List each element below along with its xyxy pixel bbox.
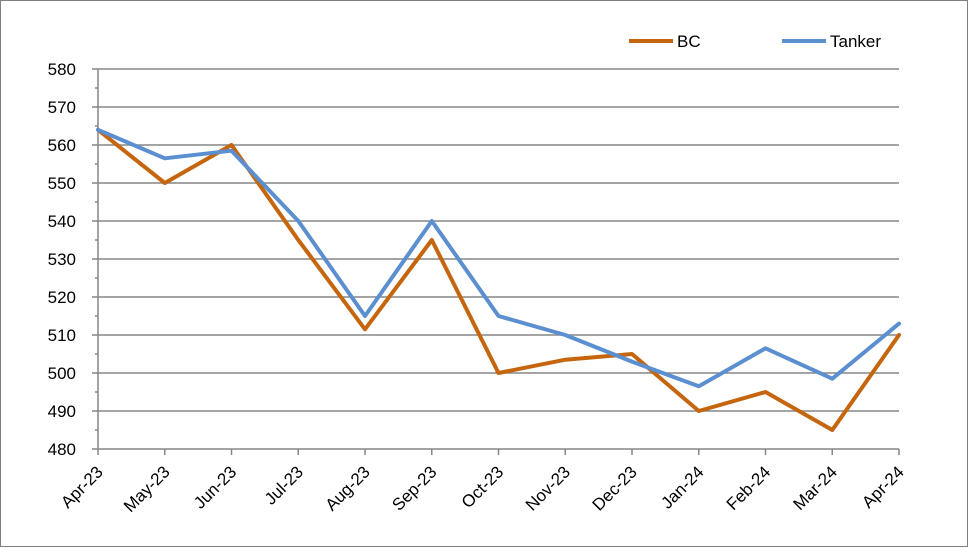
x-tick-label: May-23 [120, 462, 174, 516]
y-tick-label: 540 [48, 212, 76, 231]
x-tick-label: Jul-23 [261, 462, 307, 508]
x-tick-label: Aug-23 [322, 462, 374, 514]
y-tick-label: 560 [48, 136, 76, 155]
y-tick-label: 500 [48, 364, 76, 383]
x-tick-label: Jan-24 [657, 462, 707, 512]
y-tick-label: 480 [48, 440, 76, 459]
series-lines [96, 127, 901, 432]
legend: BC Tanker [629, 32, 881, 51]
x-tick-label: Jun-23 [190, 462, 240, 512]
y-tick-label: 550 [48, 174, 76, 193]
legend-label-tanker: Tanker [830, 32, 881, 51]
x-tick-label: Sep-23 [388, 462, 440, 514]
y-tick-label: 510 [48, 326, 76, 345]
x-tick-label: Mar-24 [790, 462, 842, 514]
legend-label-bc: BC [677, 32, 701, 51]
y-tick-label: 570 [48, 98, 76, 117]
x-tick-label: Feb-24 [723, 462, 775, 514]
y-tick-label: 530 [48, 250, 76, 269]
series-line-bc [96, 127, 901, 432]
gridlines [98, 68, 899, 412]
x-tick-label: Oct-23 [458, 462, 508, 512]
y-tick-label: 520 [48, 288, 76, 307]
series-line-tanker [96, 127, 901, 389]
x-tick-label: Apr-24 [858, 462, 908, 512]
y-tick-label: 490 [48, 402, 76, 421]
x-tick-label: Apr-23 [57, 462, 107, 512]
x-tick-labels: Apr-23 May-23 Jun-23 Jul-23 Aug-23 Sep-23 Oct-… [57, 462, 908, 516]
x-tick-label: Nov-23 [522, 462, 574, 514]
y-tick-label: 580 [48, 60, 76, 79]
y-tick-labels: 480 490 500 510 520 530 540 550 560 570 580 [48, 60, 76, 459]
x-tick-label: Dec-23 [589, 462, 641, 514]
